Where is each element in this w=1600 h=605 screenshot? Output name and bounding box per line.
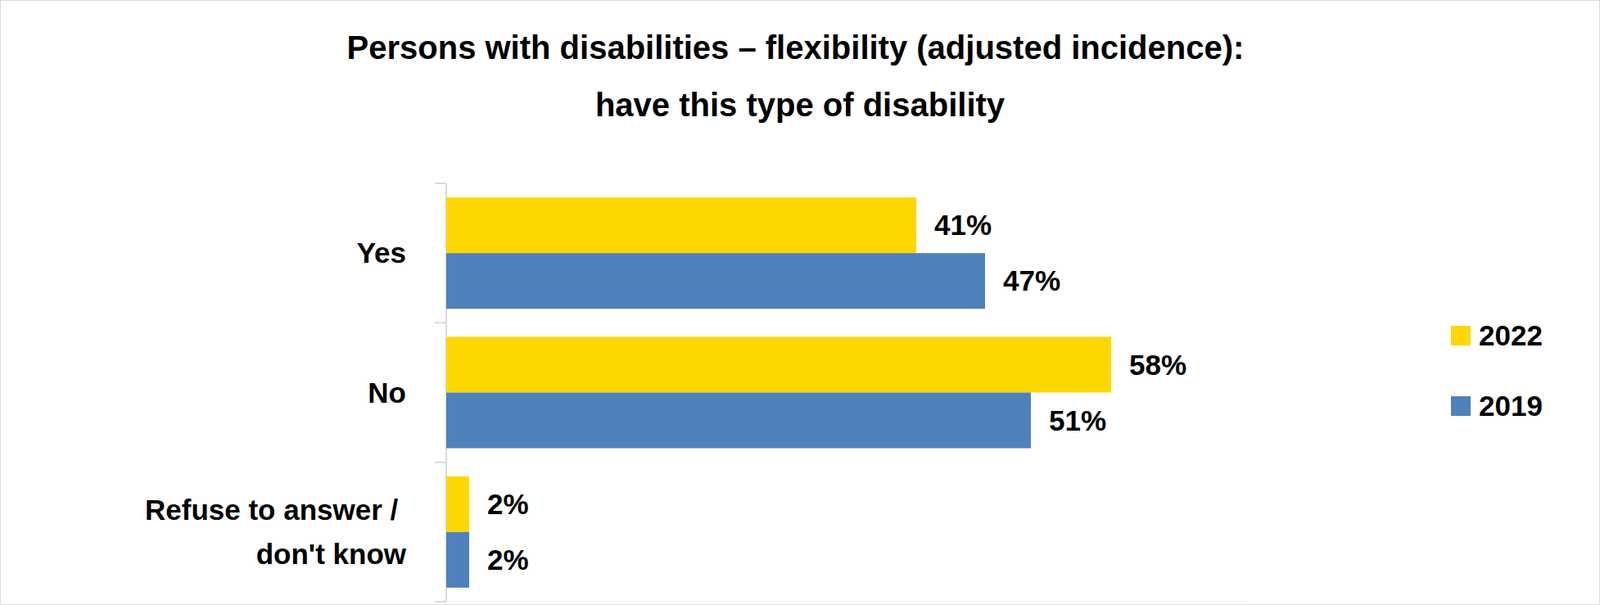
legend-swatch bbox=[1450, 396, 1471, 416]
data-labels: 41% 47% 58% 51% 2% 2% bbox=[487, 208, 1187, 576]
category-separator bbox=[434, 461, 447, 464]
chart-title: Persons with disabilities – flexibility … bbox=[347, 29, 1254, 123]
category-label: No bbox=[367, 376, 407, 409]
category-separator bbox=[434, 601, 447, 603]
chart-container: Persons with disabilities – flexibility … bbox=[0, 0, 1600, 605]
data-label: 2% bbox=[487, 543, 529, 576]
chart-border bbox=[0, 0, 1600, 605]
category-label: Yes bbox=[357, 236, 407, 269]
bars bbox=[446, 197, 1112, 588]
data-label: 2% bbox=[487, 488, 529, 520]
bar bbox=[446, 253, 986, 309]
data-label: 58% bbox=[1129, 348, 1187, 381]
chart-svg: Persons with disabilities – flexibility … bbox=[0, 0, 1600, 605]
legend-swatch bbox=[1450, 325, 1471, 346]
bar bbox=[446, 532, 470, 588]
bar bbox=[446, 197, 917, 254]
data-label: 41% bbox=[934, 208, 992, 241]
category-separator bbox=[434, 182, 447, 185]
data-label: 47% bbox=[1003, 264, 1061, 297]
bar bbox=[446, 337, 1112, 394]
legend-label: 2019 bbox=[1478, 389, 1543, 422]
bar bbox=[446, 476, 470, 533]
bar bbox=[446, 393, 1031, 449]
category-separator bbox=[434, 321, 447, 324]
data-label: 51% bbox=[1048, 404, 1107, 437]
category-label: Refuse to answer / don't know bbox=[144, 493, 407, 570]
legend-label: 2022 bbox=[1478, 319, 1543, 352]
value-axis-extent bbox=[446, 601, 1249, 603]
